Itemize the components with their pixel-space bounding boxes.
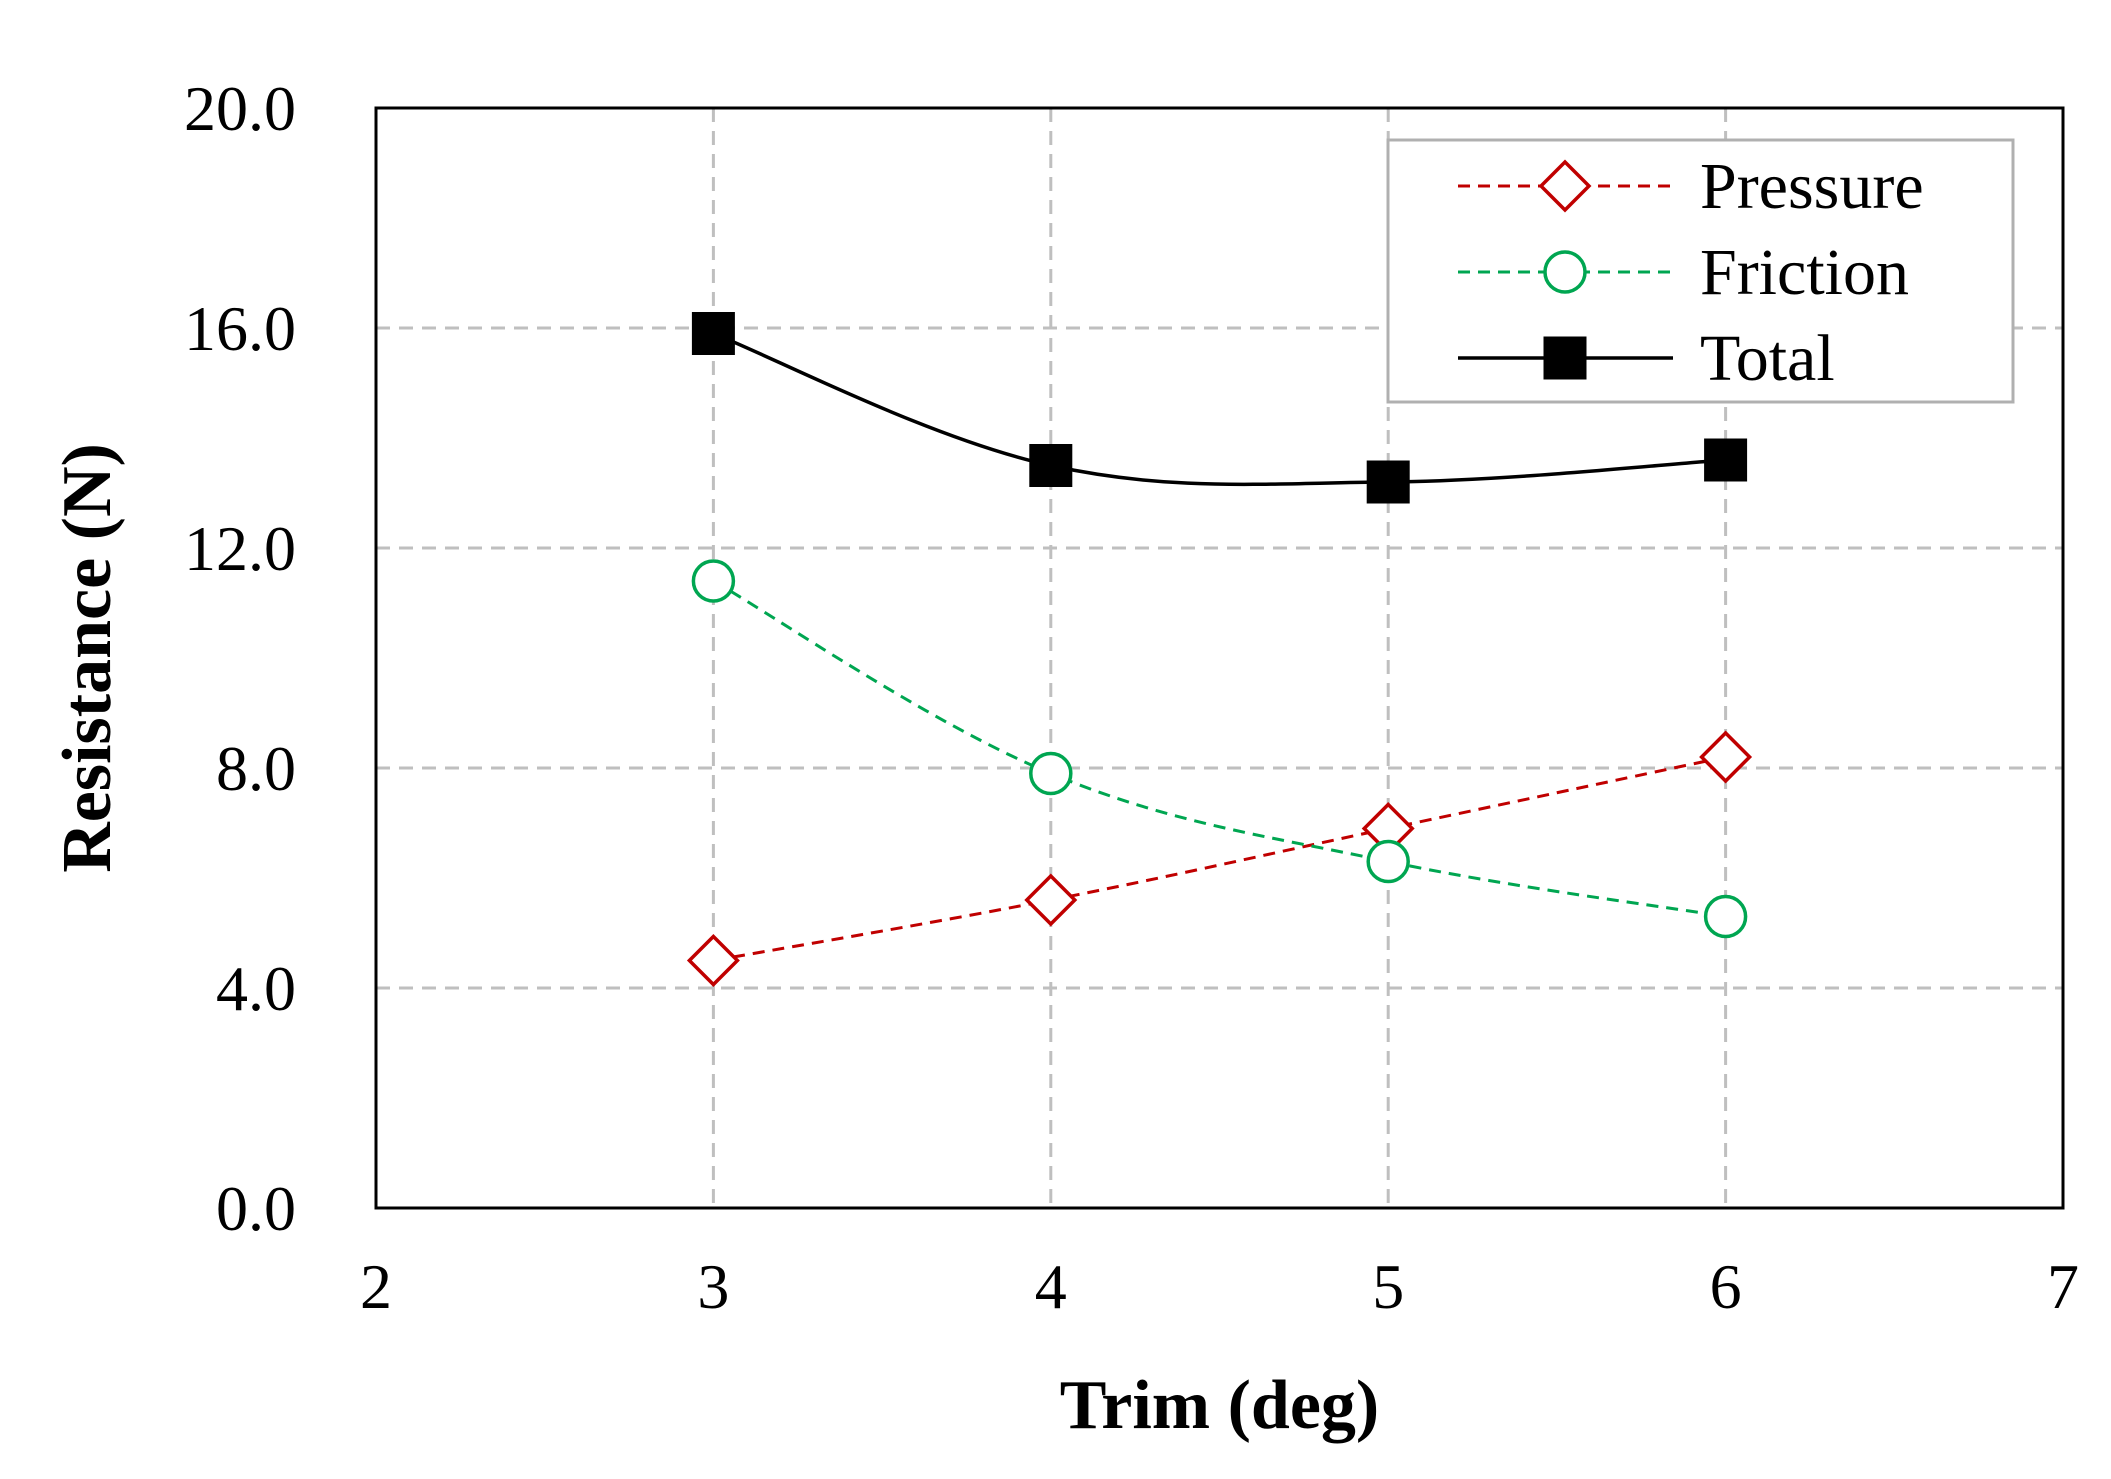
legend-label: Friction <box>1700 236 1909 309</box>
data-point-total-4 <box>1029 444 1073 487</box>
y-tick-label: 8.0 <box>216 733 296 804</box>
legend-item-pressure: Pressure <box>1458 150 1924 223</box>
data-point-total-3 <box>691 312 735 355</box>
data-point-pressure-3 <box>686 934 740 987</box>
y-axis-title: Resistance (N) <box>49 443 126 873</box>
data-point-friction-5 <box>1366 839 1410 884</box>
data-point-friction-4 <box>1029 751 1073 796</box>
series-line-total <box>712 331 1726 487</box>
legend-label: Total <box>1700 322 1835 395</box>
legend-label: Pressure <box>1700 150 1924 223</box>
y-axis-ticks: 0.0 4.0 8.0 12.0 16.0 20.0 <box>184 73 296 1244</box>
legend-marker <box>1543 250 1587 294</box>
series-line-pressure <box>713 755 1726 962</box>
plot-frame <box>374 106 2065 1210</box>
x-tick-label: 4 <box>1035 1251 1067 1322</box>
data-point-total-6 <box>1704 438 1748 482</box>
series-total <box>691 312 1748 504</box>
x-tick-label: 3 <box>697 1251 729 1322</box>
data-point-pressure-6 <box>1699 730 1753 784</box>
series-friction <box>691 559 1748 939</box>
y-tick-label: 4.0 <box>216 953 296 1024</box>
x-tick-label: 5 <box>1372 1251 1404 1322</box>
legend-marker <box>1543 336 1587 380</box>
y-tick-label: 0.0 <box>216 1173 296 1244</box>
x-tick-label: 6 <box>1710 1251 1742 1322</box>
y-tick-label: 12.0 <box>184 513 296 584</box>
data-point-pressure-4 <box>1024 873 1078 927</box>
x-axis-ticks: 2 3 4 5 6 7 <box>360 1251 2079 1322</box>
series-pressure <box>686 730 1753 987</box>
data-point-friction-3 <box>691 559 736 603</box>
data-point-total-5 <box>1366 460 1410 504</box>
series-line-friction <box>712 579 1726 918</box>
series <box>686 312 1753 987</box>
x-tick-label: 7 <box>2047 1251 2079 1322</box>
legend-item-total: Total <box>1458 322 1835 395</box>
legend: Pressure Friction Total <box>1386 138 2015 404</box>
data-point-friction-6 <box>1703 894 1748 939</box>
x-axis-title: Trim (deg) <box>1060 1367 1379 1444</box>
legend-marker <box>1538 159 1592 213</box>
legend-item-friction: Friction <box>1458 236 1909 309</box>
y-tick-label: 20.0 <box>184 73 296 144</box>
x-tick-label: 2 <box>360 1251 392 1322</box>
y-tick-label: 16.0 <box>184 293 296 364</box>
